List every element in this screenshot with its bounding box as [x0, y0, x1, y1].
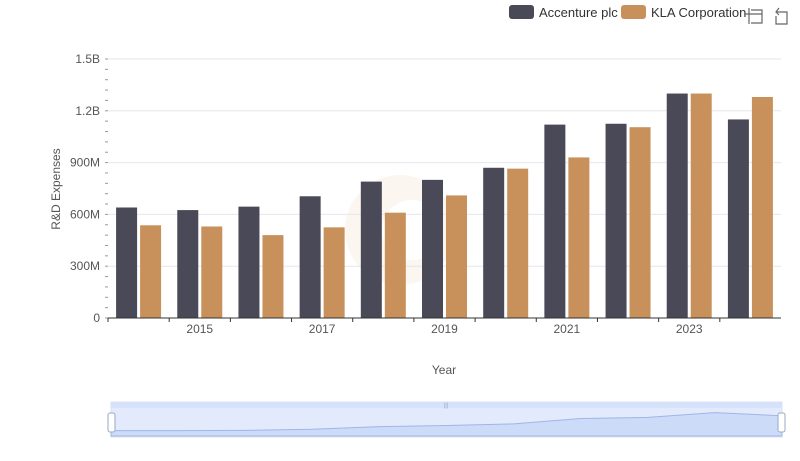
- x-tick-label: 2017: [309, 322, 336, 336]
- bar-kla-2019[interactable]: [446, 195, 467, 318]
- legend-swatch-accenture: [509, 5, 534, 19]
- bar-kla-2024[interactable]: [751, 96, 773, 318]
- x-tick-label: 2019: [431, 322, 458, 336]
- bar-kla-2023[interactable]: [690, 93, 712, 319]
- x-tick-label: 2023: [676, 322, 703, 336]
- crosshair-zoom-icon[interactable]: [745, 8, 763, 24]
- slider-handle-left[interactable]: [107, 412, 116, 433]
- bar-kla-2020[interactable]: [507, 168, 529, 318]
- y-tick-label: 900M: [70, 156, 100, 170]
- x-axis-title: Year: [432, 363, 456, 377]
- x-axis-tick-labels: 2015 2017 2019 2021 2023: [107, 318, 721, 336]
- bar-accenture-2021[interactable]: [544, 124, 566, 318]
- x-tick-label: 2021: [554, 322, 581, 336]
- y-axis-tick-labels: 0 300M 600M 900M 1.2B 1.5B: [70, 52, 100, 325]
- bar-accenture-2015[interactable]: [177, 210, 199, 318]
- y-minor-ticks: [105, 58, 108, 319]
- bar-accenture-2017[interactable]: [299, 196, 321, 318]
- y-tick-label: 1.2B: [75, 104, 100, 118]
- bar-kla-2021[interactable]: [568, 157, 590, 318]
- bar-accenture-2024[interactable]: [727, 119, 749, 318]
- restore-icon[interactable]: [775, 7, 788, 25]
- x-tick-label: 2015: [186, 322, 213, 336]
- legend: Accenture plc KLA Corporation: [509, 5, 746, 20]
- bar-accenture-2019[interactable]: [422, 179, 443, 318]
- data-zoom-slider[interactable]: |||: [107, 401, 786, 438]
- bar-kla-2018[interactable]: [384, 212, 406, 318]
- legend-label-accenture: Accenture plc: [539, 5, 618, 20]
- slider-overview-line: [110, 412, 783, 437]
- y-tick-label: 1.5B: [75, 52, 100, 66]
- y-tick-label: 0: [93, 311, 100, 325]
- bars-group: [116, 93, 773, 319]
- bar-kla-2015[interactable]: [201, 226, 223, 318]
- bar-kla-2014[interactable]: [140, 225, 162, 318]
- bar-accenture-2014[interactable]: [116, 207, 138, 318]
- slider-handle-right[interactable]: [777, 412, 786, 433]
- legend-label-kla: KLA Corporation: [651, 5, 746, 20]
- bar-accenture-2023[interactable]: [666, 93, 688, 319]
- legend-item-accenture[interactable]: Accenture plc: [509, 5, 618, 20]
- bar-accenture-2020[interactable]: [483, 167, 505, 318]
- bar-kla-2022[interactable]: [629, 127, 651, 318]
- legend-swatch-kla: [621, 5, 646, 19]
- slider-grip-icon: |||: [444, 403, 449, 409]
- bar-accenture-2016[interactable]: [238, 206, 260, 318]
- y-axis-title: R&D Expenses: [49, 148, 63, 229]
- legend-item-kla[interactable]: KLA Corporation: [621, 5, 746, 20]
- y-tick-label: 300M: [70, 259, 100, 273]
- bar-accenture-2018[interactable]: [360, 181, 382, 318]
- bar-accenture-2022[interactable]: [605, 123, 627, 318]
- slider-top-bar[interactable]: [111, 402, 782, 408]
- bar-kla-2016[interactable]: [262, 235, 284, 318]
- y-tick-label: 600M: [70, 207, 100, 221]
- bar-kla-2017[interactable]: [323, 227, 345, 318]
